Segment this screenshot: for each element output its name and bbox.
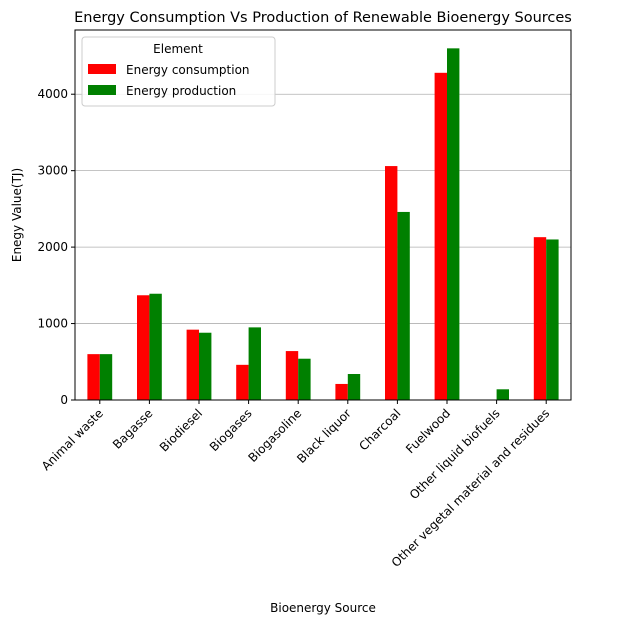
bar-production-0 [99, 354, 113, 400]
x-tick-label-1: Bagasse [110, 406, 156, 452]
y-tick-label-1: 1000 [37, 317, 68, 331]
bar-production-9 [546, 239, 559, 400]
legend-items: Energy consumption Energy production [88, 63, 250, 98]
x-tick-label-6: Charcoal [356, 406, 403, 453]
x-axis-ticks: Animal waste Bagasse Biodiesel BiogasesBiog… [39, 400, 552, 570]
x-tick-label-3: Biogases [207, 406, 255, 454]
bar-production-5 [347, 374, 361, 400]
x-tick-label-8: Other liquid biofuels [407, 406, 503, 502]
y-tick-label-3: 3000 [37, 164, 68, 178]
bar-consumption-6 [385, 166, 398, 400]
bar-consumption-2 [186, 329, 199, 400]
bar-production-7 [447, 48, 460, 400]
plot-area-frame [74, 29, 572, 401]
bar-consumption-1 [137, 295, 150, 400]
bar-production-1 [149, 293, 162, 400]
legend-swatch-1 [88, 85, 116, 95]
y-tick-label-4: 4000 [37, 87, 68, 101]
x-axis-label: Bioenergy Source [270, 601, 376, 615]
bar-production-2 [199, 332, 212, 400]
bar-production-3 [248, 327, 261, 400]
bar-consumption-4 [285, 351, 299, 400]
legend-label-1: Energy production [126, 84, 236, 98]
legend-box [81, 36, 276, 107]
bar-consumption-7 [434, 72, 447, 401]
legend-label-0: Energy consumption [126, 63, 250, 77]
bar-production-6 [397, 211, 410, 400]
y-tick-label-0: 0 [60, 393, 68, 407]
x-tick-label-0: Animal waste [39, 406, 106, 473]
bar-consumption-3 [236, 364, 249, 400]
y-axis-ticks: 0 1000 2000 3000 4000 [37, 87, 75, 407]
x-tick-label-7: Fuelwood [403, 406, 453, 456]
legend-title: Element [153, 42, 203, 56]
bar-production-8 [496, 389, 509, 400]
chart-title: Energy Consumption Vs Production of Rene… [74, 10, 572, 26]
bars [87, 48, 559, 401]
legend: Element Energy consumption Energy product… [81, 36, 276, 107]
bar-production-4 [298, 358, 311, 400]
bar-consumption-5 [335, 383, 348, 400]
x-tick-label-2: Biodiesel [157, 406, 205, 454]
y-axis-label: Enegy Value(TJ) [10, 168, 24, 262]
legend-swatch-0 [88, 64, 116, 74]
bar-consumption-0 [87, 354, 100, 400]
y-tick-label-2: 2000 [37, 240, 68, 254]
bar-consumption-9 [533, 237, 547, 400]
